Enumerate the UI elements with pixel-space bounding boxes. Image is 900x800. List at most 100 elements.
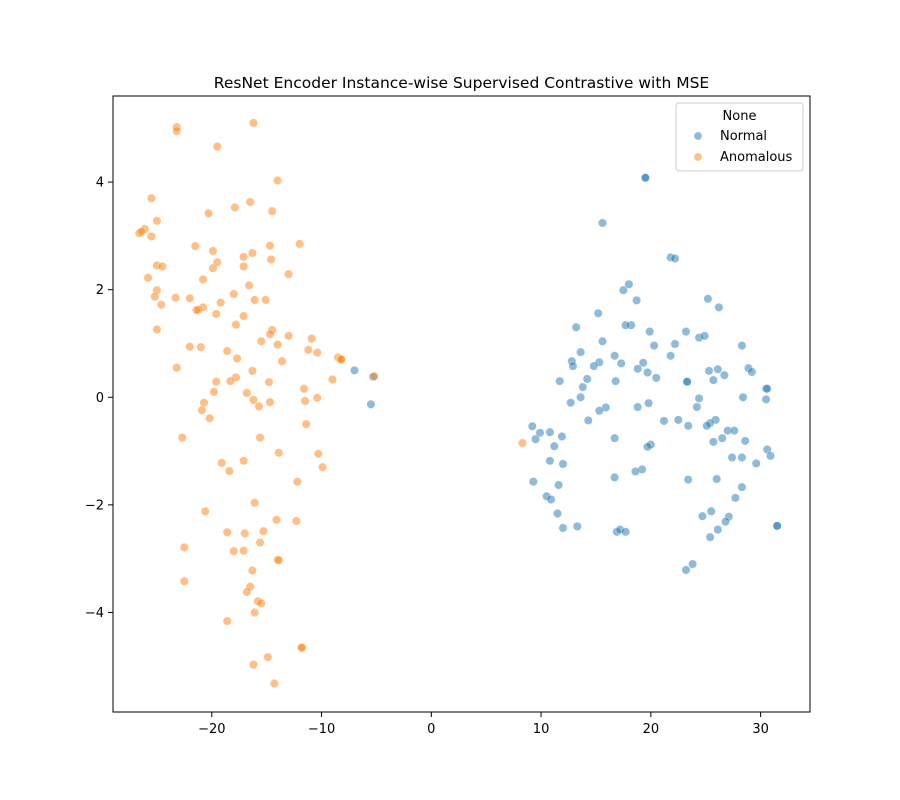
data-point (610, 351, 620, 361)
data-point (593, 308, 603, 318)
data-point (242, 388, 252, 398)
data-point (255, 537, 265, 547)
data-point (179, 542, 189, 552)
data-point (299, 384, 309, 394)
data-point (611, 376, 621, 386)
data-point (265, 397, 275, 407)
data-point (557, 431, 567, 441)
data-point (644, 398, 654, 408)
data-point (670, 254, 680, 264)
data-point (649, 341, 659, 351)
data-point (369, 371, 379, 381)
data-point (172, 126, 182, 136)
data-point (256, 598, 266, 608)
data-point (704, 366, 714, 376)
y-tick-label: 2 (96, 283, 104, 298)
data-point (143, 273, 153, 283)
data-point (651, 373, 661, 383)
data-point (137, 227, 147, 237)
data-point (231, 320, 241, 330)
data-point (263, 652, 273, 662)
data-point (266, 255, 276, 265)
data-point (152, 216, 162, 226)
data-point (171, 293, 181, 303)
data-point (610, 472, 620, 482)
data-point (737, 452, 747, 462)
data-point (271, 515, 281, 525)
data-point (737, 341, 747, 351)
legend-title: None (723, 109, 757, 124)
data-point (254, 401, 264, 411)
data-point (191, 305, 201, 315)
data-point (156, 300, 166, 310)
data-point (589, 361, 599, 371)
data-point (336, 355, 346, 365)
data-point (265, 241, 275, 251)
data-point (719, 370, 729, 380)
data-point (261, 295, 271, 305)
data-point (582, 374, 592, 384)
data-point (209, 387, 219, 397)
y-tick-label: 4 (96, 176, 104, 191)
data-point (312, 393, 322, 403)
data-point (318, 462, 328, 472)
data-point (738, 392, 748, 402)
data-point (545, 456, 555, 466)
data-point (247, 565, 257, 575)
data-point (610, 433, 620, 443)
data-point (211, 309, 221, 319)
data-point (706, 506, 716, 516)
data-point (558, 523, 568, 533)
data-point (190, 241, 200, 251)
data-point (594, 406, 604, 416)
data-point (683, 475, 693, 485)
x-tick-label: −10 (308, 722, 335, 737)
data-point (720, 517, 730, 527)
data-point (157, 261, 167, 271)
data-point (568, 361, 578, 371)
data-point (681, 327, 691, 337)
data-point (300, 396, 310, 406)
data-point (740, 436, 750, 446)
y-tick-label: −4 (85, 606, 104, 621)
data-point (274, 448, 284, 458)
data-point (730, 493, 740, 503)
data-point (531, 434, 541, 444)
legend: None Normal Anomalous (675, 102, 804, 172)
data-point (528, 477, 538, 487)
series-anomalous (134, 118, 527, 688)
data-point (274, 555, 284, 565)
legend-label-normal: Normal (720, 129, 767, 144)
scatter-marks (134, 118, 782, 688)
data-point (762, 384, 772, 394)
data-point (681, 565, 691, 575)
data-point (239, 311, 249, 321)
data-point (284, 269, 294, 279)
data-point (366, 399, 376, 409)
data-point (642, 367, 652, 377)
data-point (713, 364, 723, 374)
data-point (682, 377, 692, 387)
data-point (683, 421, 693, 431)
data-point (146, 231, 156, 241)
data-point (659, 416, 669, 426)
data-point (349, 365, 359, 375)
data-point (179, 576, 189, 586)
data-point (624, 279, 634, 289)
data-point (297, 642, 307, 652)
data-point (249, 395, 259, 405)
data-point (714, 302, 724, 312)
data-point (265, 329, 275, 339)
data-point (638, 358, 648, 368)
data-point (645, 327, 655, 337)
data-point (239, 456, 249, 466)
data-point (583, 415, 593, 425)
x-tick-label: 30 (752, 722, 769, 737)
data-point (694, 393, 704, 403)
data-point (256, 336, 266, 346)
data-point (708, 437, 718, 447)
data-point (327, 374, 337, 384)
data-point (198, 274, 208, 284)
